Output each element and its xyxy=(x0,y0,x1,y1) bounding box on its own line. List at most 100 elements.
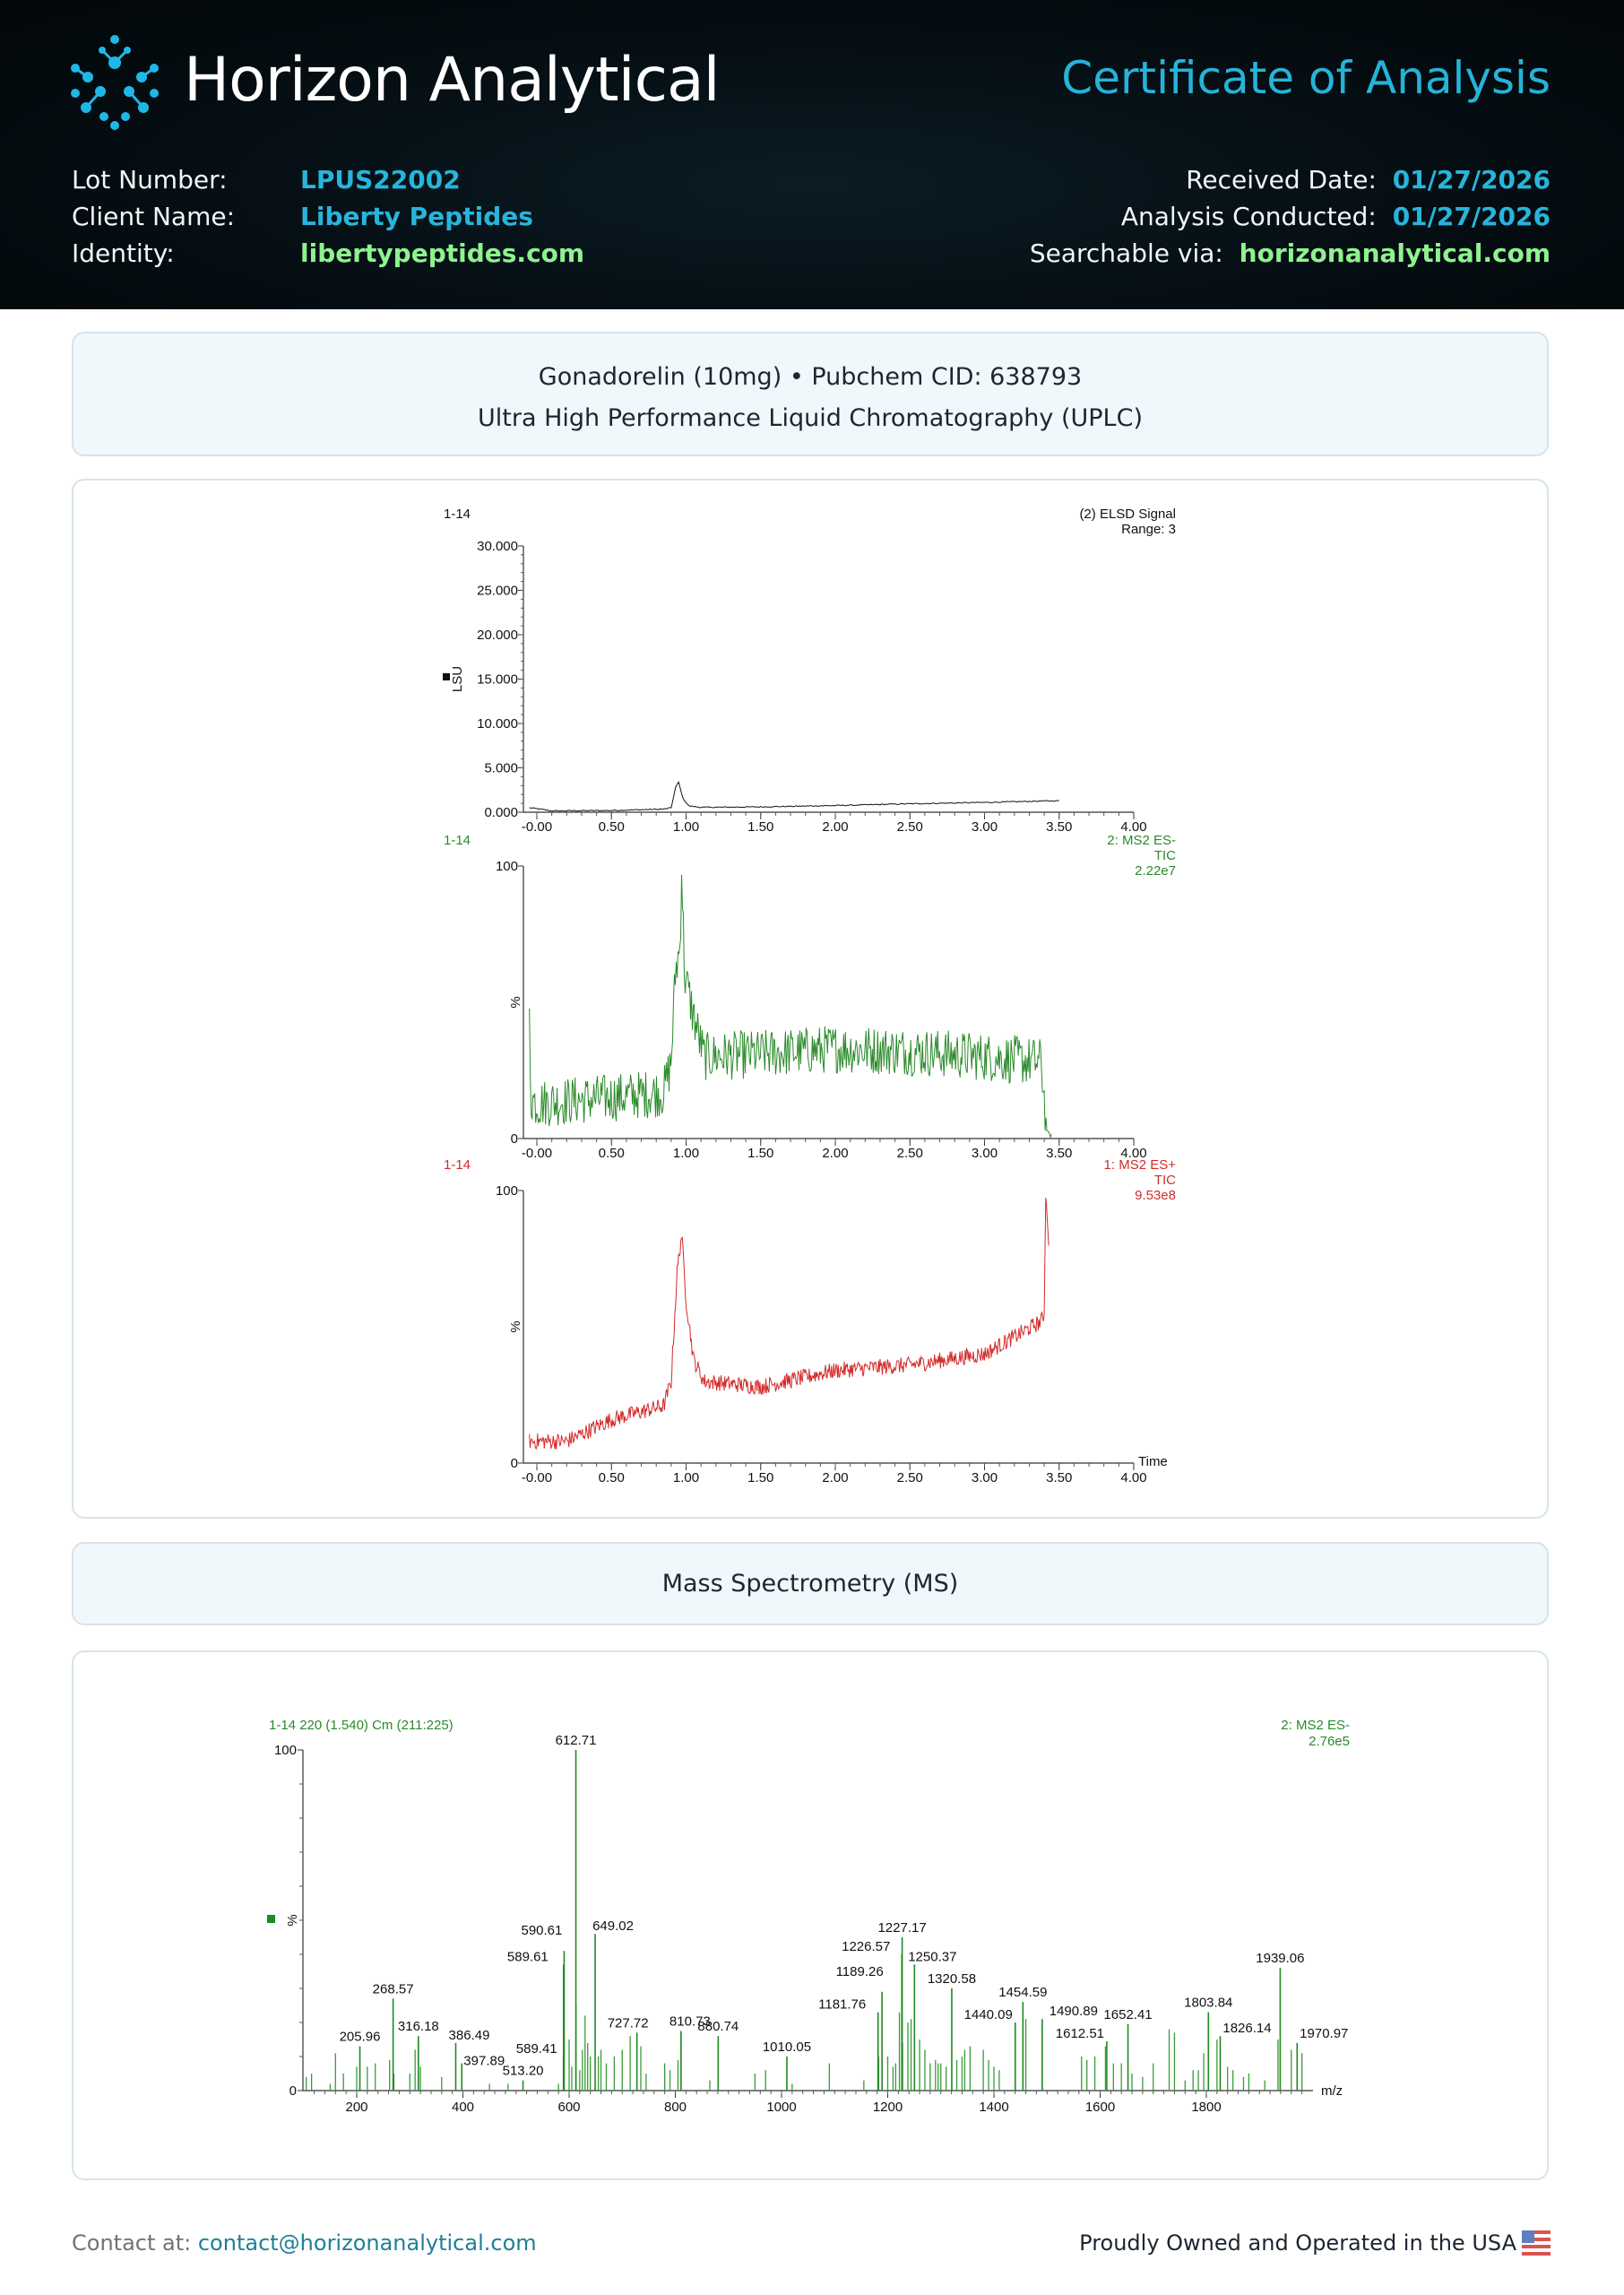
analysis-info: Received Date: 01/27/2026 Analysis Condu… xyxy=(1030,161,1551,272)
y-tick-label: 100 xyxy=(496,1183,518,1199)
y-axis-label: LSU xyxy=(450,666,465,692)
peak-label: 810.73 xyxy=(669,2014,711,2030)
x-tick-label: 0.50 xyxy=(599,819,625,835)
x-tick-label: 1.00 xyxy=(673,1146,699,1161)
peak-label: 513.20 xyxy=(503,2064,544,2079)
y-tick-label: 25.000 xyxy=(477,584,518,599)
conducted-value: 01/27/2026 xyxy=(1392,202,1551,231)
x-axis-label: Time xyxy=(1138,1454,1168,1469)
chart-sample-label: 1-14 xyxy=(444,507,471,522)
x-tick-label: 3.50 xyxy=(1046,1146,1072,1161)
x-tick-label: 3.00 xyxy=(972,1470,998,1485)
sample-info: Lot Number: LPUS22002 Client Name: Liberty… xyxy=(72,161,584,272)
received-label: Received Date: xyxy=(1186,165,1377,195)
footer-contact: Contact at: contact@horizonanalytical.co… xyxy=(72,2230,537,2256)
chart-legend-text: 2.22e7 xyxy=(1135,863,1176,879)
peak-label: 1970.97 xyxy=(1300,2026,1348,2041)
x-tick-label: 4.00 xyxy=(1120,819,1146,835)
peak-label: 1454.59 xyxy=(998,1985,1047,2000)
y-axis-label: % xyxy=(508,1321,523,1332)
peak-label: 316.18 xyxy=(398,2019,439,2034)
x-tick-label: 1.50 xyxy=(747,1146,773,1161)
peak-label: 1226.57 xyxy=(842,1939,890,1954)
peak-label: 590.61 xyxy=(521,1923,562,1938)
x-tick-label: 3.50 xyxy=(1046,1470,1072,1485)
peak-label: 1227.17 xyxy=(877,1920,926,1936)
y-tick-label: 30.000 xyxy=(477,539,518,554)
y-tick-label: 5.000 xyxy=(484,761,518,776)
spectrum-title: 1-14 220 (1.540) Cm (211:225) xyxy=(269,1718,454,1733)
x-tick-label: -0.00 xyxy=(522,1470,552,1485)
chromatogram-trace xyxy=(529,874,1052,1139)
peak-label: 1939.06 xyxy=(1256,1951,1304,1966)
peak-label: 386.49 xyxy=(449,2028,490,2043)
peak-label: 1826.14 xyxy=(1222,2021,1271,2036)
peak-label: 589.41 xyxy=(516,2041,557,2057)
x-tick-label: 4.00 xyxy=(1120,1470,1146,1485)
ms-section-title: Mass Spectrometry (MS) xyxy=(661,1570,959,1598)
y-tick-label: 20.000 xyxy=(477,628,518,643)
footer-usa: Proudly Owned and Operated in the USA xyxy=(1079,2230,1551,2256)
y-tick-label: 100 xyxy=(496,859,518,874)
x-tick-label: 800 xyxy=(664,2100,687,2115)
x-tick-label: -0.00 xyxy=(522,819,552,835)
searchable-label: Searchable via: xyxy=(1029,238,1223,268)
peak-label: 612.71 xyxy=(556,1733,597,1748)
chromatogram-trace xyxy=(529,781,1059,812)
x-tick-label: 2.00 xyxy=(822,1146,848,1161)
x-tick-label: 1.50 xyxy=(747,819,773,835)
peak-label: 727.72 xyxy=(608,2015,649,2031)
x-tick-label: 3.00 xyxy=(972,1146,998,1161)
chart-legend-text: TIC xyxy=(1154,848,1176,863)
chromatogram-panel xyxy=(72,479,1549,1519)
y-tick-label: 10.000 xyxy=(477,716,518,732)
chart-legend-text: Range: 3 xyxy=(1121,522,1176,537)
y-axis-label: % xyxy=(285,1914,300,1926)
x-tick-label: 1400 xyxy=(979,2100,1008,2115)
x-tick-label: 2.50 xyxy=(897,1470,923,1485)
peak-label: 1181.76 xyxy=(818,1997,866,2013)
peak-label: 1490.89 xyxy=(1050,2004,1098,2019)
x-tick-label: 2.00 xyxy=(822,819,848,835)
x-tick-label: 4.00 xyxy=(1120,1146,1146,1161)
peak-label: 1010.05 xyxy=(763,2040,811,2055)
x-tick-label: 0.50 xyxy=(599,1470,625,1485)
chromatogram-trace xyxy=(529,1197,1050,1451)
y-tick-label: 0 xyxy=(511,1131,518,1147)
peak-label: 205.96 xyxy=(340,2030,381,2045)
chart-legend-text: 9.53e8 xyxy=(1135,1188,1176,1203)
x-tick-label: 600 xyxy=(557,2100,580,2115)
brand-name: Horizon Analytical xyxy=(184,45,721,116)
spectrum-legend-text: 2.76e5 xyxy=(1309,1734,1350,1749)
client-value: Liberty Peptides xyxy=(300,202,533,231)
identity-label: Identity: xyxy=(72,238,175,268)
x-tick-label: 400 xyxy=(452,2100,474,2115)
x-axis-label: m/z xyxy=(1321,2083,1343,2099)
sample-name: Gonadorelin (10mg) • Pubchem CID: 638793 xyxy=(538,363,1083,391)
spectrum-legend-text: 2: MS2 ES- xyxy=(1281,1718,1350,1733)
x-tick-label: 1800 xyxy=(1191,2100,1221,2115)
x-tick-label: 1000 xyxy=(766,2100,796,2115)
chart-legend-text: 1: MS2 ES+ xyxy=(1104,1157,1177,1173)
searchable-link[interactable]: horizonanalytical.com xyxy=(1239,238,1551,268)
y-tick-label: 0 xyxy=(289,2083,297,2099)
y-tick-label: 100 xyxy=(274,1743,297,1758)
series-marker-icon xyxy=(267,1915,275,1923)
peak-label: 1612.51 xyxy=(1056,2026,1104,2041)
lot-value: LPUS22002 xyxy=(300,165,461,195)
x-tick-label: -0.00 xyxy=(522,1146,552,1161)
contact-email-link[interactable]: contact@horizonanalytical.com xyxy=(197,2230,537,2256)
identity-link[interactable]: libertypeptides.com xyxy=(300,238,585,268)
ms-title-box: Mass Spectrometry (MS) xyxy=(72,1542,1549,1625)
y-tick-label: 15.000 xyxy=(477,672,518,688)
x-tick-label: 1600 xyxy=(1085,2100,1115,2115)
x-tick-label: 2.50 xyxy=(897,1146,923,1161)
logo-molecule-icon xyxy=(71,35,159,130)
peak-label: 1189.26 xyxy=(836,1964,884,1979)
chart-sample-label: 1-14 xyxy=(444,1157,471,1173)
y-axis-label: % xyxy=(508,996,523,1008)
document-title: Certificate of Analysis xyxy=(1061,52,1551,104)
x-tick-label: 1.00 xyxy=(673,819,699,835)
sample-box: Gonadorelin (10mg) • Pubchem CID: 638793… xyxy=(72,332,1549,456)
